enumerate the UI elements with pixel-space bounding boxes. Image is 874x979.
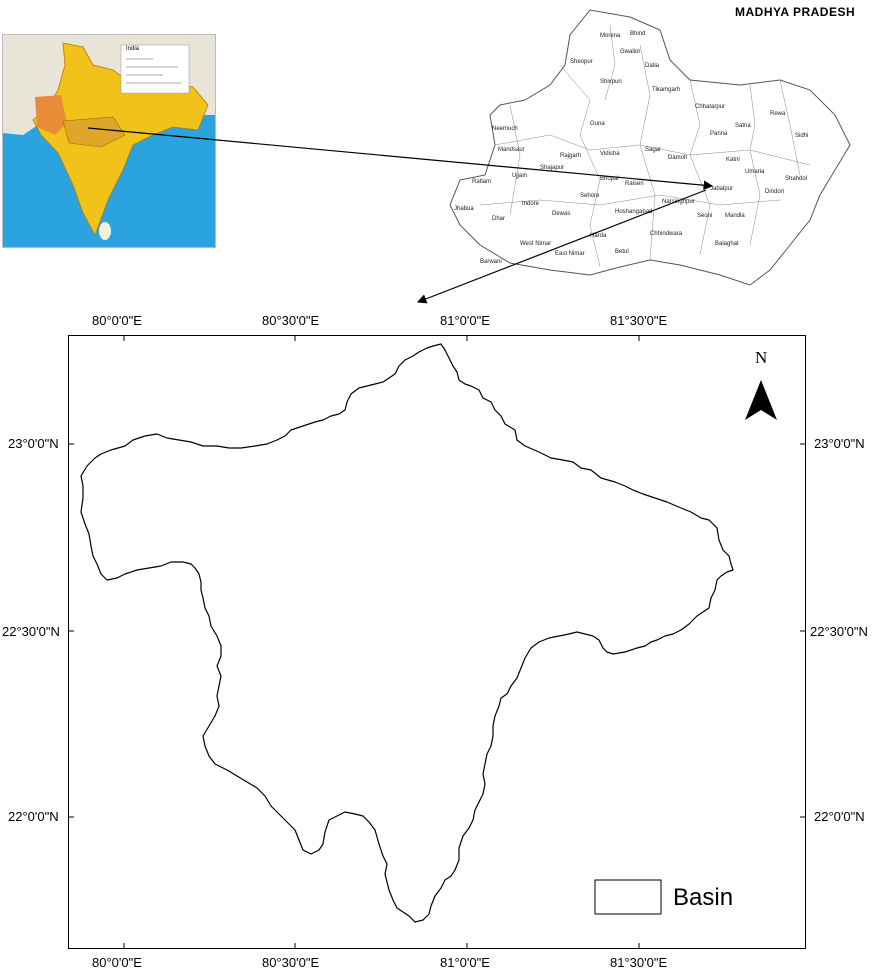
district-label: Narsinghpur [662,199,695,205]
district-label: Gwalior [620,49,640,55]
district-label: Umaria [745,169,765,175]
connector-arrows [87,127,714,304]
district-label: Rajgarh [560,153,581,159]
mp-to-basin-arrow [416,189,707,304]
legend-swatch [594,879,662,915]
district-label: Shajapur [540,165,564,171]
basin-map-svg [69,336,805,948]
lon-tick-top: 81°30'0"E [610,313,668,328]
district-label: Raisen [625,181,644,187]
mp-inset-title: MADHYA PRADESH [735,5,856,19]
lat-tick-right: 22°30'0"N [810,624,868,639]
district-label: Barwani [480,259,502,265]
mp-inset-map: Morena Bhind Sheopur Gwalior Datia Shivp… [449,9,851,286]
district-label: Dewas [552,211,570,217]
district-label: Katni [726,157,740,163]
frame-ticks [69,336,805,948]
basin-outline [80,343,734,923]
district-label: Bhind [630,31,645,37]
mp-district-boundaries [479,24,811,268]
district-label: Ujjain [512,173,527,179]
lat-tick-left: 22°30'0"N [2,624,60,639]
district-label: Seoni [697,213,712,219]
district-label: West Nimar [520,241,551,247]
lon-tick-top: 81°0'0"E [440,313,490,328]
district-label: Sidhi [795,133,808,139]
district-label: Damoh [668,155,687,161]
district-label: Sheopur [570,59,593,65]
district-label: Dindori [765,189,784,195]
district-label: Jabalpur [710,186,733,192]
lat-tick-left: 23°0'0"N [8,436,59,451]
lon-tick-top: 80°0'0"E [92,313,142,328]
district-label: Sagar [645,147,661,153]
map-frame: N Basin [68,335,806,949]
madhya-pradesh-highlight [62,116,126,148]
india-inset-map: India [2,34,216,248]
district-label: Balaghat [715,241,739,247]
district-label: Bhopal [600,176,619,182]
lat-tick-left: 22°0'0"N [8,809,59,824]
district-label: Mandsaur [498,147,525,153]
district-label: Chhatarpur [695,104,725,110]
lon-tick-bottom: 80°0'0"E [92,955,142,970]
district-label: Jhabua [454,206,474,212]
rajasthan-region [35,95,67,135]
district-label: Neemuch [492,126,518,132]
district-label: Dhar [492,216,505,222]
district-label: Guna [590,121,605,127]
district-label: Rewa [770,111,786,117]
india-to-mp-arrow [87,127,714,191]
district-label: Mandla [725,213,745,219]
lat-tick-right: 23°0'0"N [814,436,865,451]
lon-tick-top: 80°30'0"E [262,313,320,328]
district-label: Betul [615,249,629,255]
district-label: Satna [735,123,751,129]
lat-tick-right: 22°0'0"N [814,809,865,824]
district-label: Vidisha [600,151,620,157]
district-label: Tikamgarh [652,87,680,93]
district-label: East Nimar [555,251,585,257]
district-label: Panna [710,131,728,137]
north-arrow-icon [745,380,777,420]
india-inset-svg [3,35,215,240]
inset-legend-title: India [126,46,140,52]
district-label: Indore [522,201,540,207]
lon-tick-bottom: 80°30'0"E [262,955,320,970]
district-label: Shahdol [785,176,807,182]
district-label: Harda [590,233,607,239]
district-label: Ratlam [472,179,491,185]
sri-lanka [99,222,111,240]
lon-tick-bottom: 81°0'0"E [440,955,490,970]
district-label: Sehore [580,193,600,199]
legend-label: Basin [673,884,734,911]
district-label: Shivpuri [600,79,622,85]
district-label: Datia [645,63,660,69]
lon-tick-bottom: 81°30'0"E [610,955,668,970]
district-label: Morena [600,33,621,39]
north-label: N [755,348,768,367]
mp-outline [449,9,851,286]
district-label: Hoshangabad [615,209,652,215]
district-label: Chhindwara [650,231,683,237]
inset-legend-box [120,44,190,94]
